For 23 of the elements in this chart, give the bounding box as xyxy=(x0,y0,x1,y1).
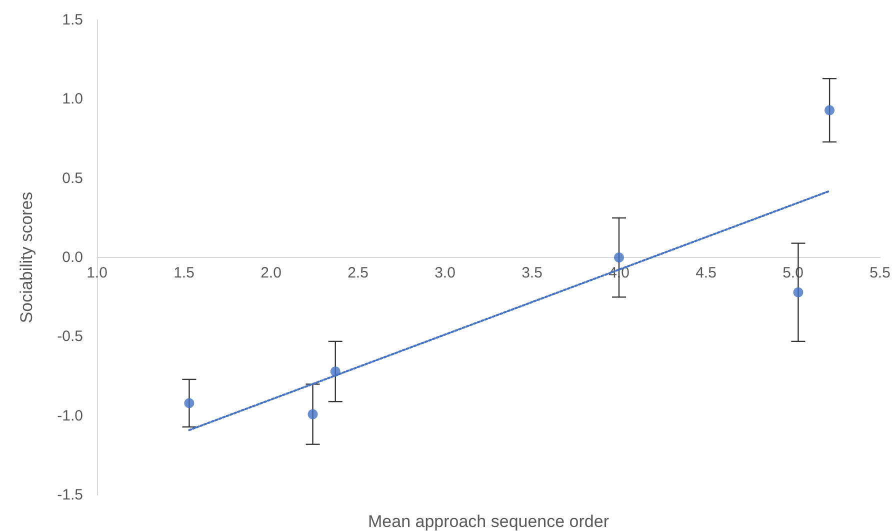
point xyxy=(824,105,835,116)
x-tick-label: 2.5 xyxy=(348,264,368,282)
x-tick-label: 1.5 xyxy=(174,264,194,282)
y-tick-label: -1.5 xyxy=(57,486,83,504)
point xyxy=(793,287,804,298)
y-tick-label: -1.0 xyxy=(57,407,83,424)
x-tick-label: 5.5 xyxy=(870,264,890,282)
x-axis-title: Mean approach sequence order xyxy=(368,512,610,531)
x-tick-label: 3.0 xyxy=(434,264,456,282)
y-tick-label: -0.5 xyxy=(57,328,83,346)
point xyxy=(614,252,624,262)
point xyxy=(184,398,194,408)
y-tick-label: 1.0 xyxy=(62,90,83,108)
x-tick-label: 3.5 xyxy=(522,264,542,282)
point xyxy=(308,409,318,420)
y-axis-title: Sociability scores xyxy=(17,192,36,324)
y-tick-label: 1.5 xyxy=(62,12,83,28)
x-tick-label: 2.0 xyxy=(260,264,282,282)
x-tick-label: 1.0 xyxy=(86,264,108,282)
y-tick-label: 0.0 xyxy=(62,249,83,266)
y-tick-label: 0.5 xyxy=(62,170,83,187)
x-tick-label: 4.5 xyxy=(696,264,716,282)
point xyxy=(330,366,340,376)
